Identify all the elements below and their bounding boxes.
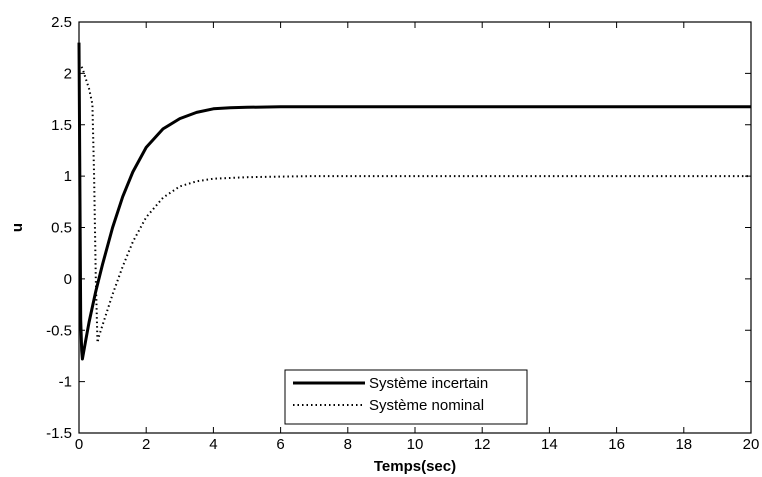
y-tick-label: 1 (64, 168, 72, 185)
legend-box (284, 369, 528, 425)
x-tick-label: 12 (474, 436, 491, 453)
legend-label-systeme-nominal: Système nominal (369, 397, 484, 414)
y-axis-label: u (9, 223, 26, 232)
axis-ticks: 0 2 4 6 8 10 12 14 16 18 20 -1.5 -1 -0.5 0 0.5 1 1.5 2 2.5 (46, 14, 759, 453)
series-line-systeme-incertain (77, 42, 751, 361)
x-tick-label: 4 (209, 436, 217, 453)
x-tick-label: 20 (743, 436, 760, 453)
y-tick-label: 0.5 (51, 220, 72, 237)
y-tick-label: 2.5 (51, 14, 72, 31)
series-line-systeme-nominal (78, 62, 751, 344)
x-tick-label: 14 (541, 436, 558, 453)
legend: Système incertain Système nominal (284, 369, 528, 425)
x-tick-label: 8 (344, 436, 352, 453)
x-tick-label: 18 (675, 436, 692, 453)
y-tick-label: -0.5 (46, 322, 72, 339)
legend-label-systeme-incertain: Système incertain (369, 375, 488, 392)
x-tick-label: 2 (142, 436, 150, 453)
x-tick-label: 0 (75, 436, 83, 453)
y-tick-label: 0 (64, 271, 72, 288)
y-tick-label: 1.5 (51, 117, 72, 134)
x-tick-label: 6 (276, 436, 284, 453)
x-tick-label: 10 (407, 436, 424, 453)
y-tick-label: 2 (64, 65, 72, 82)
series-group (77, 42, 751, 361)
x-axis-label: Temps(sec) (374, 458, 456, 475)
y-tick-label: -1.5 (46, 425, 72, 442)
x-tick-label: 16 (608, 436, 625, 453)
y-tick-label: -1 (59, 374, 72, 391)
